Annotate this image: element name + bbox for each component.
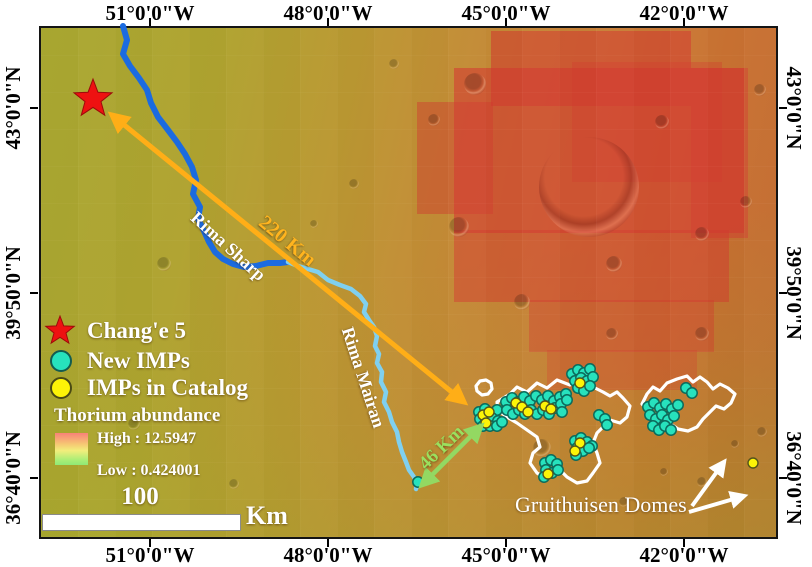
- crater: [695, 227, 709, 241]
- thorium-gradient-swatch: [55, 433, 88, 465]
- lon-tick-bottom-3: [683, 539, 685, 547]
- thorium-high-block: [417, 102, 493, 214]
- thorium-pixel-grid: [41, 28, 776, 537]
- lat-tick-left-0: [30, 107, 38, 109]
- lon-tick-top-0: [149, 18, 151, 26]
- thorium-high-label: High : 12.5947: [97, 430, 197, 447]
- lon-tick-top-1: [327, 18, 329, 26]
- lon-tick-bottom-1: [327, 539, 329, 547]
- lat-tick-left-1: [30, 292, 38, 294]
- scalebar-unit: Km: [246, 501, 288, 530]
- crater: [606, 328, 618, 340]
- crater: [740, 196, 752, 208]
- crater: [697, 477, 707, 487]
- crater: [310, 220, 318, 228]
- thorium-high-block: [691, 68, 748, 238]
- crater: [157, 257, 171, 271]
- lon-label-bottom-3: 42°0'0"W: [639, 543, 729, 567]
- scalebar-value: 100: [121, 483, 159, 510]
- crater: [349, 179, 359, 189]
- lon-tick-top-3: [683, 18, 685, 26]
- lon-label-bottom-1: 48°0'0"W: [283, 543, 373, 567]
- crater: [731, 440, 739, 448]
- gruithuisen-domes-label: Gruithuisen Domes: [515, 492, 687, 517]
- crater: [428, 114, 440, 126]
- crater: [449, 217, 469, 237]
- scalebar: [42, 514, 241, 531]
- legend-new-imps-label: New IMPs: [87, 348, 190, 373]
- crater: [514, 294, 530, 310]
- crater: [660, 468, 668, 476]
- lon-label-bottom-2: 45°0'0"W: [461, 543, 551, 567]
- crater: [539, 137, 639, 237]
- crater: [533, 439, 551, 457]
- thorium-high-block: [454, 68, 744, 233]
- lat-label-left-0: 43°0'0"N: [1, 66, 25, 150]
- legend-change5-label: Chang'e 5: [87, 318, 187, 343]
- lon-tick-bottom-2: [505, 539, 507, 547]
- crater: [464, 73, 486, 95]
- crater: [229, 479, 239, 489]
- thorium-low-label: Low : 0.424001: [97, 462, 201, 479]
- lat-tick-right-1: [779, 292, 787, 294]
- thorium-abundance-title: Thorium abundance: [54, 405, 221, 426]
- lon-tick-bottom-0: [149, 539, 151, 547]
- crater: [606, 256, 622, 272]
- crater: [389, 59, 399, 69]
- legend-catalog-imps-label: IMPs in Catalog: [87, 375, 248, 400]
- lon-tick-top-2: [505, 18, 507, 26]
- lat-label-left-1: 39°50'0"N: [1, 246, 25, 340]
- crater: [757, 427, 767, 437]
- crater: [695, 327, 709, 341]
- thorium-high-block: [529, 300, 714, 352]
- crater: [655, 115, 669, 129]
- thorium-high-block: [547, 350, 697, 390]
- thorium-high-block: [491, 31, 691, 106]
- thorium-high-block: [572, 62, 722, 182]
- lat-tick-left-2: [30, 477, 38, 479]
- lon-label-bottom-0: 51°0'0"W: [105, 543, 195, 567]
- crater: [754, 84, 766, 96]
- thorium-high-block: [454, 230, 729, 302]
- lat-label-left-2: 36°40'0"N: [1, 431, 25, 525]
- lat-tick-right-0: [779, 107, 787, 109]
- lat-tick-right-2: [779, 477, 787, 479]
